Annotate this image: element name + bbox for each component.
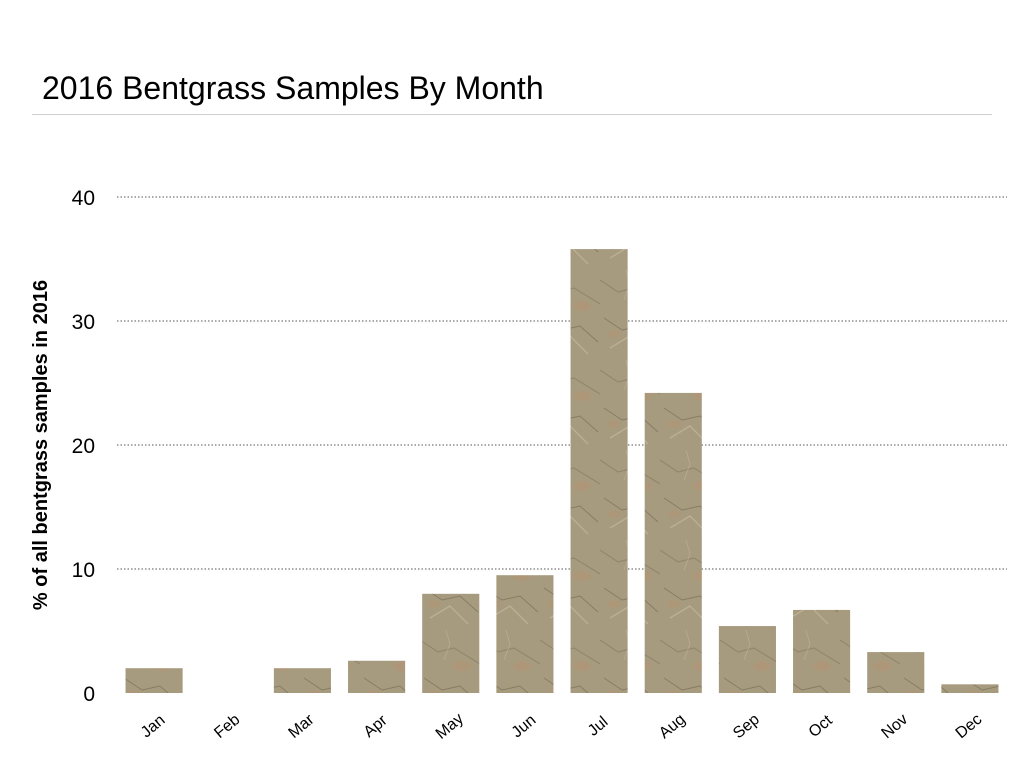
- chart-title: 2016 Bentgrass Samples By Month: [42, 70, 544, 106]
- bar-nov: [867, 652, 925, 693]
- x-tick-label-jul: Jul: [585, 713, 612, 739]
- gridlines: [117, 196, 1007, 570]
- x-axis-category-labels: Jan Feb Mar Apr May Jun Jul Aug Sep Oct Nov Dec: [138, 710, 986, 742]
- x-tick-label-dec: Dec: [953, 711, 986, 742]
- x-tick-label-oct: Oct: [806, 712, 836, 741]
- y-tick-label: 40: [72, 187, 95, 210]
- y-tick-label: 20: [72, 435, 95, 458]
- y-tick-label: 30: [72, 311, 95, 334]
- x-tick-label-feb: Feb: [211, 711, 243, 742]
- title-divider: [32, 114, 992, 115]
- bar-oct: [793, 609, 851, 693]
- x-tick-label-apr: Apr: [361, 712, 392, 741]
- x-tick-label-sep: Sep: [730, 711, 763, 742]
- bar-sep: [718, 626, 776, 693]
- x-tick-label-may: May: [433, 710, 467, 742]
- y-axis-tick-labels: 0 10 20 30 40: [72, 187, 95, 706]
- bar-jan: [125, 668, 183, 693]
- y-tick-label: 0: [83, 683, 95, 706]
- bar-aug: [644, 392, 702, 693]
- x-tick-label-nov: Nov: [878, 711, 911, 742]
- bar-dec: [941, 684, 999, 693]
- bar-apr: [348, 660, 406, 693]
- bar-jul: [570, 249, 628, 693]
- bar-jun: [496, 575, 554, 693]
- x-tick-label-aug: Aug: [656, 711, 689, 742]
- bars: [125, 249, 999, 693]
- y-axis-title: % of all bentgrass samples in 2016: [30, 280, 52, 610]
- x-tick-label-jun: Jun: [509, 712, 540, 742]
- bar-mar: [273, 668, 331, 693]
- y-tick-label: 10: [72, 559, 95, 582]
- x-tick-label-jan: Jan: [138, 712, 169, 742]
- x-tick-label-mar: Mar: [286, 711, 319, 742]
- bar-may: [422, 593, 480, 693]
